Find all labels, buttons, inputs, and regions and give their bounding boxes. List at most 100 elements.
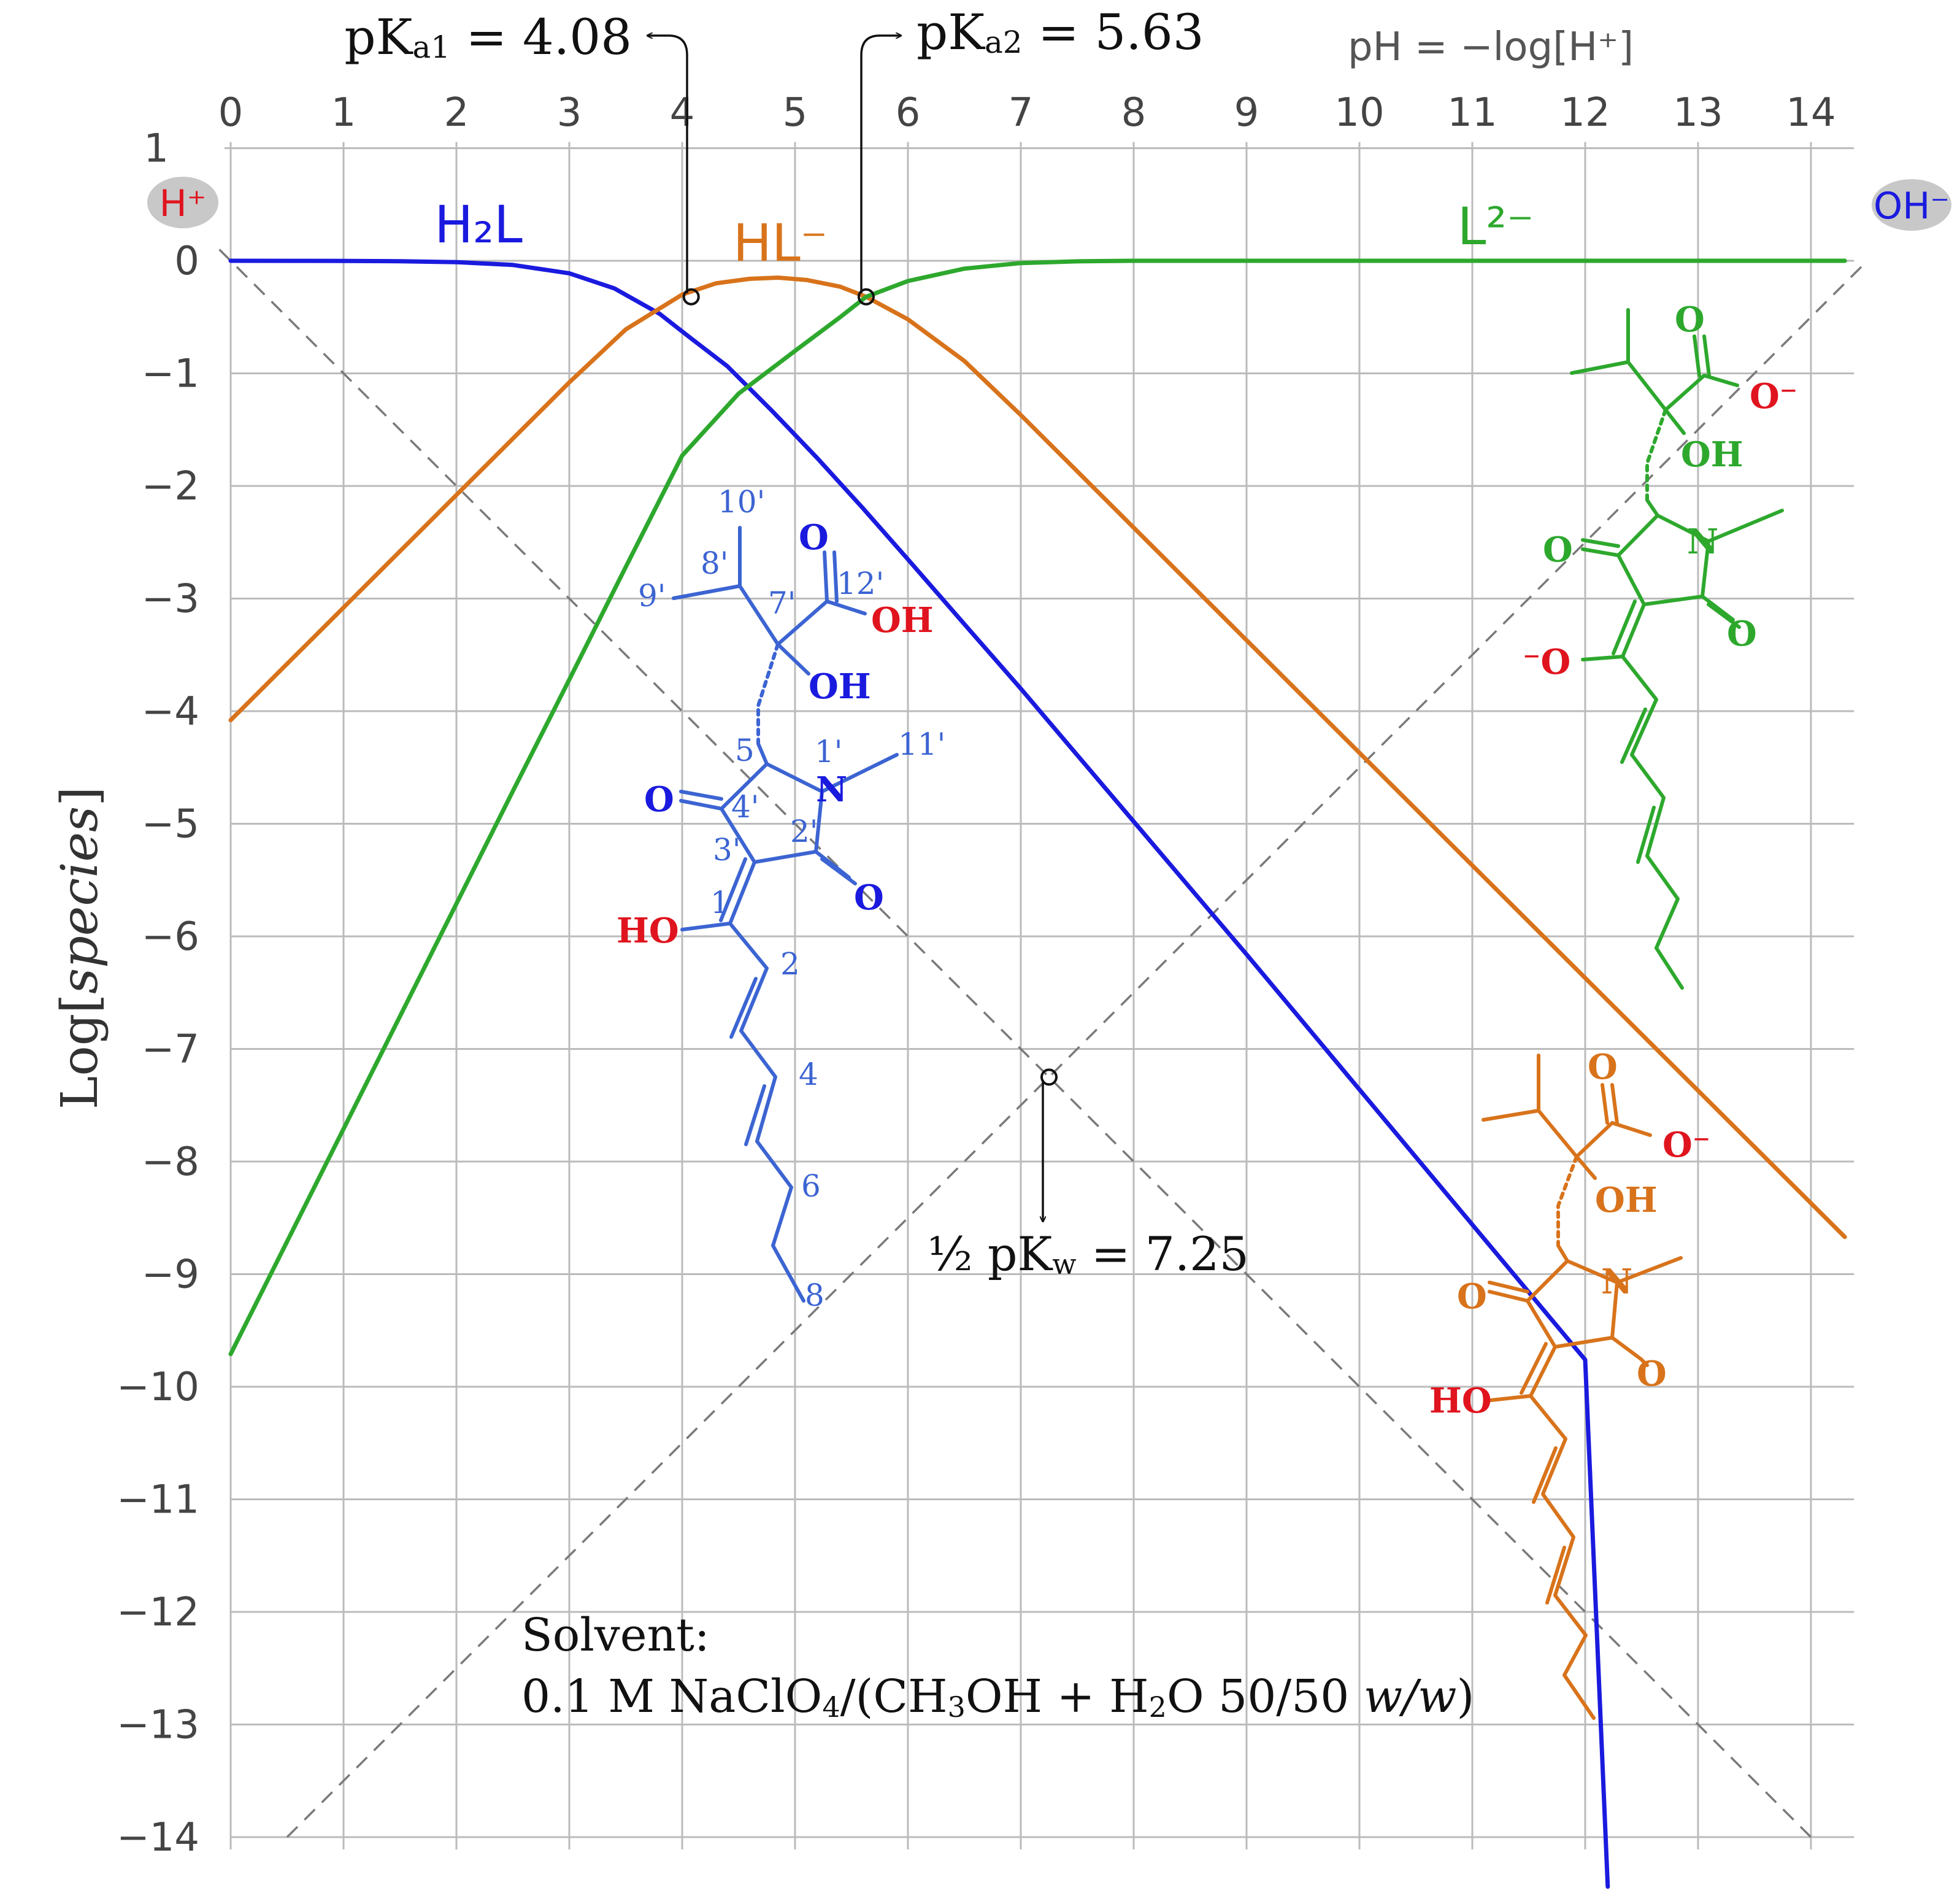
- x-tick-label: 9: [1234, 90, 1259, 136]
- solvent-title: Solvent:: [521, 1609, 710, 1662]
- y-tick-label: −11: [117, 1478, 199, 1523]
- struct-atom: O: [1637, 1354, 1667, 1394]
- grid: [225, 142, 1854, 1849]
- struct-atom: O: [1727, 614, 1757, 654]
- y-tick-label: −8: [142, 1139, 199, 1185]
- x-tick-label: 12: [1560, 90, 1610, 136]
- structure-hlminus-labels: O O⁻ OH O N O HO: [1429, 1047, 1710, 1421]
- pkw-prefix: ½ pK: [928, 1227, 1053, 1281]
- struct-label: 1: [710, 885, 730, 920]
- h-plus-badge-bg: [147, 177, 218, 228]
- y-tick-label: −5: [142, 802, 199, 847]
- species-label-hl: HL⁻: [733, 213, 828, 273]
- pka1-arrow: [648, 36, 688, 293]
- svg-text:Log[species]: Log[species]: [51, 787, 109, 1109]
- solvent-mid3: O 50/50: [1167, 1670, 1364, 1723]
- struct-atom: O: [644, 779, 674, 820]
- h-plus-badge: H⁺: [159, 182, 207, 225]
- struct-atom: O: [854, 877, 884, 918]
- pka2-sub: a2: [985, 25, 1023, 60]
- x-tick-label: 2: [444, 90, 469, 136]
- pka1-sub: a1: [412, 29, 450, 65]
- structure-h2l-labels: 10' 8' 9' 7' 12' 5' 1' 11' 4' 2' 3' 1 2 …: [617, 484, 945, 1313]
- struct-atom: O: [1675, 299, 1705, 340]
- struct-label: 8: [805, 1278, 824, 1313]
- struct-atom: OH: [1595, 1180, 1658, 1220]
- struct-label: 12': [837, 566, 884, 601]
- pka1-annotation: pKa1 = 4.08: [344, 9, 688, 293]
- y-tick-label: 0: [174, 239, 199, 284]
- solvent-end: ): [1457, 1670, 1475, 1723]
- struct-label: 3': [713, 832, 741, 868]
- series-curves: [228, 258, 1847, 1889]
- struct-label: 11': [898, 727, 945, 762]
- struct-atom: O: [1457, 1276, 1487, 1317]
- y-tick-label: −12: [117, 1590, 199, 1635]
- series-line-h2l: [228, 258, 1610, 1889]
- svg-text:0.1 M NaClO4/(CH3OH + H2O 50/5: 0.1 M NaClO4/(CH3OH + H2O 50/50 w/w): [521, 1670, 1474, 1724]
- oh-minus-badge-bg: [1872, 179, 1951, 231]
- y-tick-label: −7: [142, 1027, 199, 1073]
- marker-half-pkw: [1040, 1068, 1058, 1086]
- struct-label: 2: [780, 946, 800, 982]
- oh-minus-badge: OH⁻: [1874, 185, 1950, 228]
- y-tick-label: −1: [142, 352, 199, 397]
- struct-label: 8': [701, 545, 729, 581]
- pka2-arrow: [860, 36, 901, 293]
- struct-atom: N: [1687, 522, 1718, 562]
- guide-line-logh: [218, 249, 1812, 1838]
- struct-label: 9': [638, 578, 666, 614]
- guide-lines: [218, 249, 1869, 1838]
- struct-label: 4: [799, 1057, 818, 1092]
- marker-pka2: [857, 288, 875, 306]
- svg-text:pKa2 = 5.63: pKa2 = 5.63: [917, 4, 1204, 61]
- struct-label: 7': [768, 585, 796, 621]
- solvent-mid2: OH + H: [966, 1670, 1149, 1723]
- struct-atom: OH: [809, 666, 871, 707]
- y-tick-label: −4: [142, 689, 199, 734]
- x-tick-label: 6: [896, 90, 921, 136]
- y-tick-label: −13: [117, 1703, 199, 1748]
- struct-atom: O⁻: [1662, 1125, 1710, 1165]
- pka2-prefix: pK: [917, 4, 985, 61]
- solvent-note: Solvent: 0.1 M NaClO4/(CH3OH + H2O 50/50…: [521, 1609, 1474, 1724]
- struct-atom: HO: [617, 911, 679, 951]
- intersection-markers: [682, 288, 1058, 1086]
- struct-atom: O: [1588, 1047, 1618, 1087]
- y-tick-label: −14: [117, 1815, 199, 1860]
- y-tick-label: −2: [142, 464, 199, 509]
- y-tick-label: 1: [144, 126, 169, 172]
- y-tick-label: −3: [142, 577, 199, 622]
- x-tick-label: 0: [218, 90, 244, 136]
- struct-atom: OH: [871, 600, 934, 641]
- struct-atom: N: [816, 769, 847, 810]
- struct-label: 4': [731, 789, 759, 825]
- solvent-mid1: /(CH: [840, 1670, 948, 1723]
- marker-pka1: [682, 288, 700, 306]
- struct-atom: ⁻O: [1523, 642, 1570, 682]
- x-tick-label: 11: [1447, 90, 1497, 136]
- x-axis-title: pH = −log[H⁺]: [1348, 25, 1634, 70]
- y-tick-label: −9: [142, 1252, 199, 1298]
- struct-label: 2': [790, 814, 818, 849]
- guide-line-logoh: [286, 260, 1869, 1838]
- solvent-sub4: 4: [822, 1690, 840, 1724]
- y-label-end: ]: [51, 787, 109, 806]
- struct-atom: N: [1601, 1262, 1632, 1302]
- pka1-prefix: pK: [344, 9, 413, 66]
- y-tick-label: −10: [117, 1365, 199, 1410]
- pka2-value: = 5.63: [1023, 4, 1204, 61]
- struct-atom: O: [1543, 530, 1573, 570]
- structure-l2minus-labels: O O⁻ OH N O O ⁻O: [1523, 299, 1797, 682]
- structure-l2minus: [1570, 308, 1784, 990]
- y-label-italic: species: [51, 806, 109, 994]
- pkw-sub: w: [1052, 1247, 1076, 1281]
- y-tick-label: −6: [142, 914, 199, 960]
- struct-atom: O⁻: [1750, 376, 1797, 417]
- species-label-h2l: H₂L: [434, 195, 523, 255]
- pkw-annotation: ½ pKw = 7.25: [928, 1080, 1249, 1281]
- solvent-prefix: 0.1 M NaClO: [521, 1670, 822, 1723]
- x-tick-label: 14: [1786, 90, 1835, 136]
- y-axis-label: Log[species]: [51, 787, 109, 1109]
